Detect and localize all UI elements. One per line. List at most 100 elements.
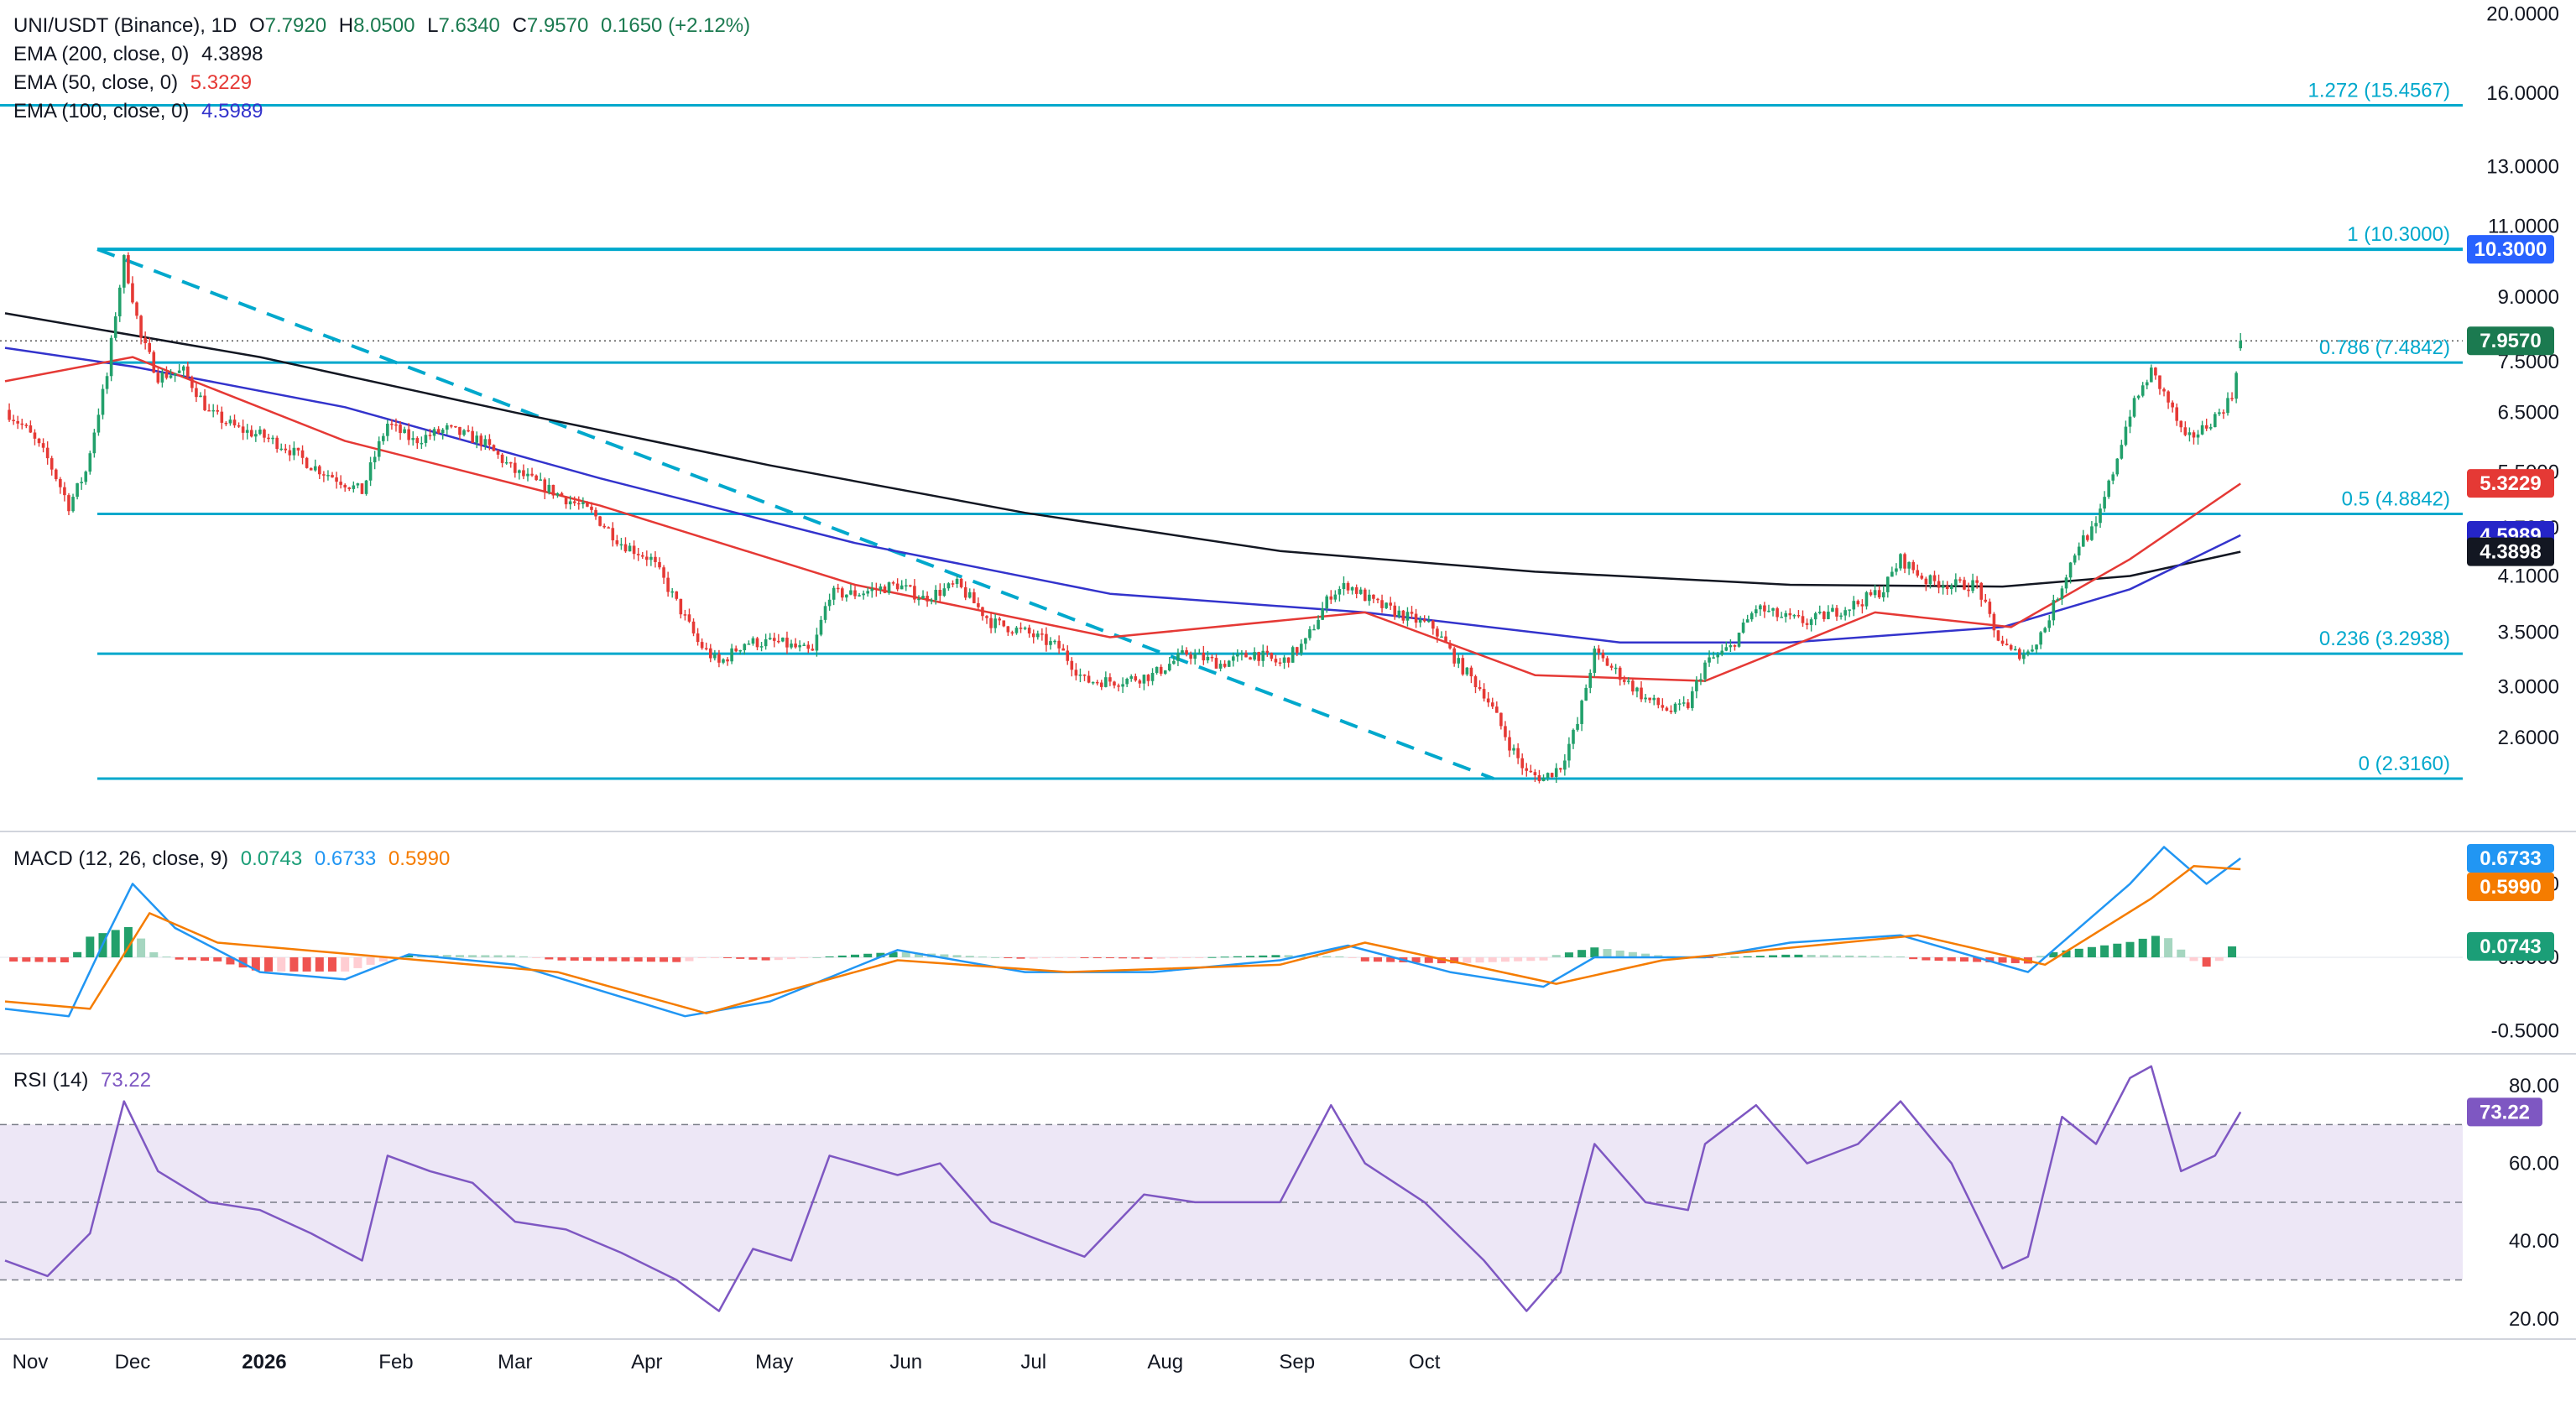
candle-body <box>1333 594 1338 600</box>
macd-histogram-bar <box>1488 957 1497 962</box>
macd-histogram-bar <box>213 957 222 962</box>
x-axis-tick: Dec <box>115 1351 151 1373</box>
candle-body <box>1104 677 1108 687</box>
macd-histogram-bar <box>1437 957 1446 964</box>
x-axis-tick: Nov <box>13 1351 49 1373</box>
candle-body <box>335 477 338 482</box>
macd-histogram-bar <box>2036 956 2046 958</box>
candle-body <box>1665 707 1669 711</box>
candle-body <box>2124 426 2128 446</box>
macd-histogram-bar <box>2125 941 2135 958</box>
candle-body <box>1801 616 1805 623</box>
candle-body <box>1822 612 1826 619</box>
macd-histogram-bar <box>455 955 464 958</box>
macd-histogram-bar <box>660 957 669 962</box>
candle-body <box>356 483 360 486</box>
macd-histogram-bar <box>1985 957 1995 962</box>
candle-body <box>1644 697 1647 700</box>
macd-histogram-bar <box>596 957 605 962</box>
open-value: 7.7920 <box>264 14 327 37</box>
candle-body <box>1338 589 1342 595</box>
macd-histogram-bar <box>1807 955 1816 958</box>
x-axis-tick: Sep <box>1279 1351 1315 1373</box>
candle-body <box>135 302 138 316</box>
candle-body <box>1873 590 1877 596</box>
candle-body <box>1380 600 1384 608</box>
candle-body <box>1286 657 1291 663</box>
macd-histogram-bar <box>2138 938 2147 958</box>
rsi-axis-tick: 40.00 <box>2509 1230 2559 1253</box>
macd-histogram-bar <box>1182 957 1192 959</box>
macd-histogram-bar <box>1450 957 1459 964</box>
macd-value-badge <box>2467 843 2554 873</box>
candle-body <box>45 447 50 459</box>
candle-body <box>1864 592 1869 607</box>
candle-body <box>1002 620 1006 627</box>
candle-body <box>713 654 717 659</box>
rsi-axis-tick: 20.00 <box>2509 1308 2559 1331</box>
macd-histogram-bar <box>378 957 388 962</box>
candle-body <box>1031 633 1035 638</box>
macd-histogram-bar <box>2228 946 2237 958</box>
candle-body <box>1181 650 1184 654</box>
candle-body <box>1533 772 1537 775</box>
macd-histogram-bar <box>175 957 184 960</box>
macd-histogram-bar <box>851 954 859 958</box>
candle-body <box>2009 644 2013 650</box>
candle-body <box>373 456 377 463</box>
candle-body <box>2064 577 2068 589</box>
macd-histogram-bar <box>1131 957 1140 959</box>
candle-body <box>488 439 492 446</box>
candle-body <box>2141 385 2145 396</box>
candle-body <box>1656 697 1661 706</box>
candle-body <box>1473 676 1478 687</box>
macd-histogram-bar <box>1615 950 1624 958</box>
candle-body <box>675 591 679 599</box>
macd-histogram-bar <box>1819 955 1828 958</box>
candle-body <box>891 582 895 584</box>
candle-body <box>909 585 912 587</box>
candle-body <box>1932 575 1937 581</box>
candle-body <box>772 638 776 641</box>
candle-body <box>802 644 806 646</box>
candle-body <box>123 255 126 288</box>
candle-body <box>998 618 1002 621</box>
candle-body <box>2230 398 2234 399</box>
macd-histogram-bar <box>277 957 286 972</box>
candle-body <box>1928 575 1932 585</box>
macd-histogram-bar <box>1195 957 1204 959</box>
candle-body <box>841 588 844 598</box>
candle-body <box>508 461 513 464</box>
candle-body <box>92 432 96 454</box>
candle-body <box>785 637 789 648</box>
candle-body <box>1618 667 1622 680</box>
candle-body <box>1817 612 1822 613</box>
macd-histogram-bar <box>2087 946 2096 958</box>
macd-line <box>4 846 2241 1018</box>
candle-body <box>806 644 811 649</box>
macd-histogram-bar <box>914 952 923 958</box>
candle-body <box>1150 673 1155 681</box>
candle-body <box>1354 586 1358 594</box>
candle-body <box>1486 698 1490 703</box>
candle-body <box>539 479 542 481</box>
candle-body <box>2043 628 2047 633</box>
candle-body <box>475 435 479 443</box>
candle-body <box>1852 601 1856 610</box>
macd-histogram-bar <box>289 957 299 972</box>
candle-body <box>1401 610 1405 621</box>
fib-level-label: 1.272 (15.4567) <box>2308 80 2450 102</box>
rsi-value-badge-label: 73.22 <box>2480 1101 2530 1123</box>
candle-body <box>1436 628 1439 637</box>
macd-histogram-bar <box>634 957 643 962</box>
candle-body <box>963 586 967 598</box>
candle-body <box>258 430 262 435</box>
x-axis-tick: Jun <box>889 1351 922 1373</box>
candle-body <box>649 556 653 560</box>
macd-histogram-bar <box>825 956 834 958</box>
candle-body <box>955 578 959 585</box>
candle-body <box>1945 586 1949 590</box>
candle-body <box>1652 697 1656 701</box>
macd-signal-line <box>4 865 2241 1014</box>
